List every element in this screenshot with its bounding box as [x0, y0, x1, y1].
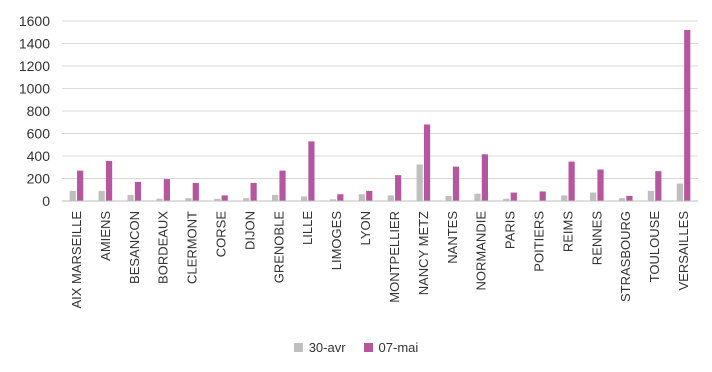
x-tick-label: DIJON [242, 211, 257, 250]
x-tick-label: BESANCON [127, 211, 142, 284]
bar-30-avr [561, 195, 568, 201]
x-tick-label: TOULOUSE [647, 211, 662, 283]
y-tick-label: 1400 [19, 36, 50, 52]
bar-07-mai [568, 161, 575, 201]
legend-label: 07-mai [378, 340, 419, 355]
y-tick-label: 1200 [19, 58, 50, 74]
bar-30-avr [185, 198, 192, 201]
bar-30-avr [300, 196, 308, 201]
bar-07-mai [684, 30, 691, 201]
bar-30-avr [69, 190, 76, 201]
bar-07-mai [481, 154, 488, 201]
y-tick-label: 200 [27, 171, 51, 187]
x-tick-label: BORDEAUX [156, 211, 171, 284]
bar-07-mai [423, 124, 431, 201]
x-tick-label: LILLE [300, 211, 315, 245]
y-tick-label: 1600 [19, 13, 50, 29]
legend-label: 30-avr [308, 340, 346, 355]
x-tick-label: NORMANDIE [474, 211, 489, 291]
chart-legend: 30-avr 07-mai [0, 340, 712, 355]
bar-30-avr [272, 194, 279, 201]
bar-30-avr [156, 198, 163, 201]
bar-30-avr [503, 198, 510, 201]
bar-07-mai [337, 194, 344, 201]
bar-07-mai [626, 195, 633, 201]
bar-30-avr [214, 198, 221, 201]
x-tick-label: NANCY METZ [416, 211, 431, 295]
bar-07-mai [597, 169, 604, 201]
bar-30-avr [243, 198, 250, 201]
legend-swatch [293, 343, 303, 352]
bar-30-avr [618, 198, 626, 201]
x-tick-label: MONTPELLIER [387, 211, 402, 303]
bar-30-avr [98, 190, 105, 201]
x-tick-label: AMIENS [98, 211, 113, 261]
y-tick-label: 0 [42, 193, 50, 209]
bar-07-mai [221, 195, 228, 201]
bar-07-mai [510, 192, 517, 201]
bar-07-mai [539, 191, 546, 201]
bar-07-mai [395, 175, 402, 201]
x-tick-label: AIX MARSEILLE [69, 211, 84, 309]
x-tick-label: CORSE [214, 211, 229, 258]
bar-30-avr [127, 194, 134, 201]
x-tick-label: NANTES [445, 211, 460, 264]
bar-30-avr [647, 190, 655, 201]
bar-30-avr [590, 192, 597, 201]
bar-07-mai [163, 179, 170, 201]
x-tick-label: RENNES [589, 211, 604, 266]
bar-07-mai [655, 171, 662, 201]
x-tick-label: REIMS [560, 211, 575, 253]
x-tick-label: STRASBOURG [618, 211, 633, 302]
bar-30-avr [676, 183, 683, 201]
bar-07-mai [77, 170, 84, 201]
bar-30-avr [416, 164, 423, 201]
bar-30-avr [387, 195, 394, 201]
y-tick-label: 800 [27, 103, 51, 119]
bar-07-mai [279, 170, 286, 201]
x-tick-label: LYON [358, 211, 373, 245]
x-tick-label: PARIS [503, 211, 518, 249]
bar-30-avr [474, 193, 481, 201]
bar-07-mai [366, 190, 373, 201]
bar-30-avr [445, 195, 452, 201]
x-tick-label: POITIERS [532, 211, 547, 272]
bar-30-avr [329, 199, 337, 201]
bar-07-mai [308, 141, 315, 201]
bar-chart: 0 200 400 600 800 1000 1200 1400 1600 AIX MARSEIL… [19, 13, 698, 309]
x-tick-label: GRENOBLE [271, 211, 286, 284]
legend-item: 07-mai [363, 340, 419, 355]
bar-07-mai [134, 181, 142, 201]
x-tick-label: VERSAILLES [676, 211, 691, 291]
y-tick-label: 1000 [19, 81, 50, 97]
bar-07-mai [105, 161, 113, 201]
bar-30-avr [358, 194, 365, 201]
legend-swatch [363, 343, 373, 352]
legend-item: 30-avr [293, 340, 346, 355]
y-tick-label: 400 [27, 148, 51, 164]
y-tick-label: 600 [27, 126, 51, 142]
bar-07-mai [250, 183, 257, 201]
bar-07-mai [452, 166, 460, 201]
x-tick-label: LIMOGES [329, 211, 344, 271]
x-tick-label: CLERMONT [185, 211, 200, 284]
bar-07-mai [192, 183, 199, 201]
